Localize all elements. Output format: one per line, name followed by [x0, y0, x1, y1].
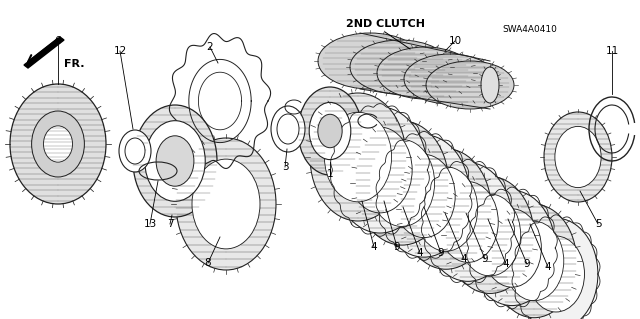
Ellipse shape [438, 182, 499, 262]
Text: 9: 9 [524, 259, 531, 269]
Ellipse shape [119, 130, 151, 172]
Text: FR.: FR. [64, 59, 84, 69]
Ellipse shape [156, 136, 194, 186]
Ellipse shape [544, 112, 612, 202]
Ellipse shape [369, 139, 435, 226]
Ellipse shape [460, 194, 521, 276]
Text: 9: 9 [482, 254, 488, 264]
Text: 13: 13 [143, 219, 157, 229]
Ellipse shape [31, 111, 84, 177]
Ellipse shape [44, 126, 72, 162]
Ellipse shape [324, 112, 392, 202]
Ellipse shape [133, 105, 217, 217]
Text: 4: 4 [417, 248, 423, 258]
Text: 4: 4 [461, 254, 467, 264]
Ellipse shape [318, 114, 342, 148]
Ellipse shape [333, 107, 428, 233]
Ellipse shape [527, 236, 584, 312]
Text: 4: 4 [502, 259, 509, 269]
Ellipse shape [514, 218, 598, 319]
Ellipse shape [483, 209, 541, 287]
Ellipse shape [504, 221, 564, 301]
Ellipse shape [355, 121, 449, 245]
Text: 9: 9 [438, 248, 444, 258]
Text: 4: 4 [545, 262, 551, 272]
Ellipse shape [348, 127, 412, 213]
Ellipse shape [10, 84, 106, 204]
Ellipse shape [192, 159, 260, 249]
Ellipse shape [310, 93, 406, 221]
Ellipse shape [401, 149, 491, 269]
Text: 4: 4 [371, 242, 378, 252]
Ellipse shape [414, 167, 477, 251]
Text: 8: 8 [205, 258, 211, 268]
Ellipse shape [555, 126, 601, 188]
Text: 6: 6 [54, 36, 61, 46]
Ellipse shape [424, 163, 513, 281]
Text: 9: 9 [394, 242, 400, 252]
Ellipse shape [350, 40, 450, 94]
Text: 1: 1 [326, 169, 333, 179]
Text: 5: 5 [595, 219, 602, 229]
Text: SWA4A0410: SWA4A0410 [502, 25, 557, 33]
Ellipse shape [378, 135, 470, 257]
Ellipse shape [404, 54, 496, 104]
Text: 2ND CLUTCH: 2ND CLUTCH [346, 19, 424, 29]
Ellipse shape [309, 102, 351, 160]
Ellipse shape [469, 190, 555, 306]
Text: 11: 11 [605, 46, 619, 56]
Polygon shape [24, 37, 64, 68]
Ellipse shape [492, 204, 577, 318]
Ellipse shape [393, 154, 455, 238]
Ellipse shape [277, 114, 299, 144]
Ellipse shape [125, 138, 145, 164]
Text: 7: 7 [166, 219, 173, 229]
Ellipse shape [446, 176, 534, 293]
Ellipse shape [318, 33, 422, 89]
Text: 3: 3 [282, 162, 288, 172]
Text: 2: 2 [207, 42, 213, 52]
Ellipse shape [176, 138, 276, 270]
Ellipse shape [271, 106, 305, 152]
Ellipse shape [145, 121, 205, 201]
Ellipse shape [377, 47, 473, 99]
Ellipse shape [481, 67, 499, 103]
Text: 10: 10 [449, 36, 461, 46]
Ellipse shape [426, 61, 514, 109]
Text: 12: 12 [113, 46, 127, 56]
Ellipse shape [298, 87, 362, 175]
